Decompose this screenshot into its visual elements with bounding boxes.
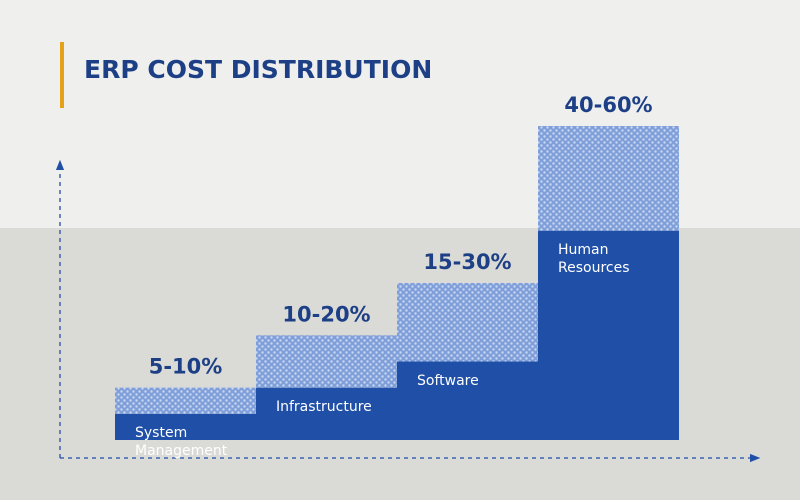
bar-low	[397, 361, 538, 440]
value-label: 10-20%	[282, 302, 370, 326]
title-accent	[60, 42, 64, 108]
bar-range	[115, 387, 256, 414]
value-label: 5-10%	[149, 355, 223, 379]
category-label: System Management	[135, 424, 228, 459]
bar-range	[538, 126, 679, 231]
bar-low	[115, 413, 256, 440]
background-top	[0, 0, 800, 228]
category-label: Human Resources	[558, 241, 630, 276]
category-label: Infrastructure	[276, 398, 372, 415]
bar-low	[256, 387, 397, 440]
bar-range	[256, 335, 397, 388]
value-label: 40-60%	[564, 93, 652, 117]
bar-low	[538, 230, 679, 440]
value-label: 15-30%	[423, 250, 511, 274]
chart-title: ERP COST DISTRIBUTION	[84, 55, 432, 84]
category-label: Software	[417, 372, 479, 389]
bar-range	[397, 283, 538, 362]
